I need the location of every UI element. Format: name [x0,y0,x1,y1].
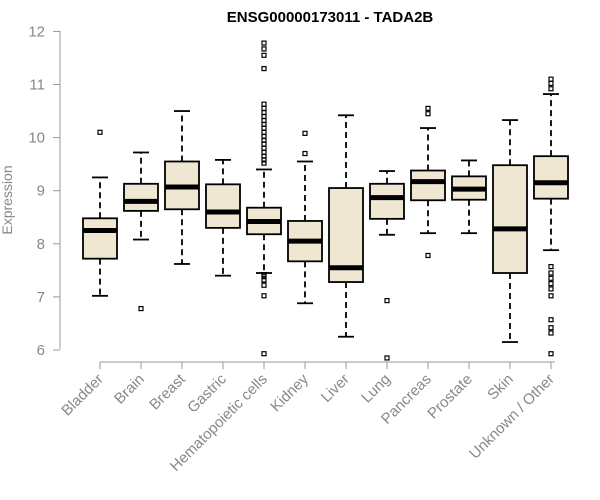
y-tick-label: 6 [37,342,45,359]
outlier-point [261,282,267,288]
outlier-point [138,305,144,312]
outlier-point [548,86,554,92]
outlier-point [261,293,267,299]
box-iqr [410,169,446,202]
outlier-point [261,160,267,166]
outlier-point [261,277,267,283]
outlier-point [425,111,431,117]
chart-title: ENSG00000173011 - TADA2B [227,9,434,26]
x-tick-label: Prostate [424,371,476,423]
outlier-point [97,129,103,135]
outlier-point [548,317,554,323]
outlier-point [261,118,267,124]
box-group [82,129,118,297]
outlier-point [425,105,431,111]
outlier-point [261,101,267,107]
outlier-point [261,110,267,116]
box-group [369,170,405,361]
box-group [246,40,282,357]
outlier-point [261,145,267,151]
outlier-point [548,281,554,287]
box-iqr [492,164,528,274]
y-tick-label: 8 [37,236,45,253]
outlier-point [384,355,390,361]
outlier-point [425,252,431,259]
y-tick-label: 9 [37,183,45,200]
y-tick-label: 12 [28,23,45,40]
outlier-point [261,105,267,111]
outlier-point [548,275,554,281]
outlier-point [261,40,267,46]
x-tick-label: Liver [318,371,353,406]
box-group [533,76,569,357]
outlier-point [302,130,308,136]
y-tick-label: 10 [28,130,45,147]
outlier-point [548,330,554,336]
outlier-point [548,76,554,82]
outlier-point [548,270,554,276]
box-iqr [533,155,569,200]
outlier-point [261,351,267,357]
outlier-point [261,129,267,135]
outlier-point [261,52,267,58]
x-tick-label: Bladder [58,371,107,420]
box-iqr [369,182,405,220]
y-tick-label: 7 [37,289,45,306]
box-iqr [205,183,241,229]
x-tick-label: Skin [484,371,517,404]
outlier-point [548,80,554,87]
y-tick-label: 11 [29,77,45,94]
box-group [328,114,364,338]
box-group [287,130,323,305]
outlier-point [548,293,554,299]
box-iqr [82,217,118,260]
box-group [492,119,528,343]
outlier-point [548,325,554,331]
outlier-point [302,150,308,157]
outlier-point [384,298,390,304]
x-tick-label: Kidney [267,370,312,415]
x-tick-label: Lung [358,371,394,407]
x-tick-label: Brain [111,371,148,408]
outlier-point [261,46,267,52]
box-group [451,159,487,235]
box-group [123,151,159,312]
outlier-point [261,271,267,278]
box-group [205,159,241,277]
boxes [82,40,569,361]
x-ticks [99,362,552,369]
y-axis-label: Expression [0,165,15,234]
outlier-point [261,65,267,72]
box-iqr [123,182,159,212]
outlier-point [548,286,554,292]
box-group [410,105,446,259]
outlier-point [548,264,554,270]
outlier-point [548,351,554,357]
x-tick-label: Breast [146,370,189,413]
box-group [164,110,200,265]
y-ticks: 6 7 8 9 10 11 12 [28,23,60,359]
